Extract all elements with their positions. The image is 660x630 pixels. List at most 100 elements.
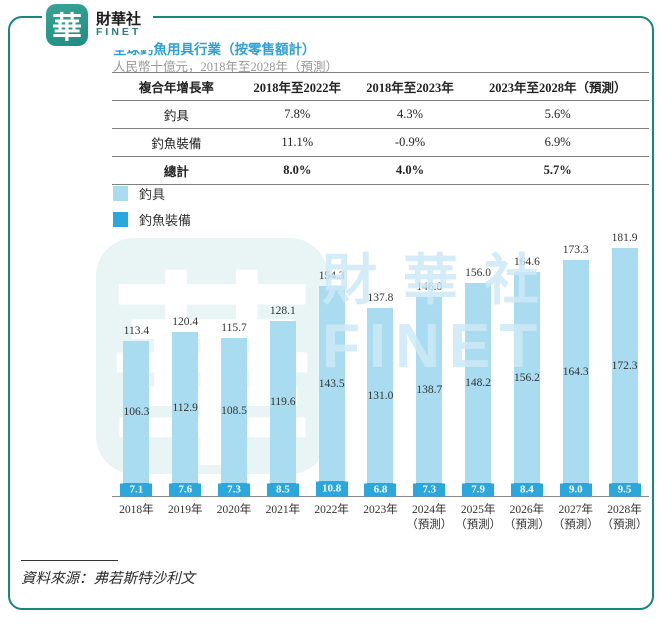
legend-swatch-dark-icon: [113, 212, 128, 227]
legend-label: 釣魚裝備: [139, 213, 192, 228]
segment-tackle: 131.0: [367, 308, 394, 483]
bar-group-2019年: 120.4 112.9 7.6 2019年: [161, 245, 210, 516]
stacked-bar: 138.7 7.3: [413, 297, 446, 496]
legend-label: 釣具: [139, 187, 166, 202]
bar-group-2024年: 146.0 138.7 7.3 2024年 （預測）: [405, 245, 454, 531]
segment-equipment-label: 7.3: [218, 483, 251, 496]
segment-equipment-label: 7.9: [462, 483, 495, 496]
segment-tackle: 138.7: [416, 297, 443, 483]
cell: 4.3%: [353, 100, 467, 129]
segment-equipment: 8.5: [266, 483, 299, 496]
x-axis-label: 2021年: [265, 504, 301, 516]
bar-group-2023年: 137.8 131.0 6.8 2023年: [356, 245, 405, 516]
segment-tackle-label: 143.5: [318, 377, 345, 390]
stacked-bar: 112.9 7.6: [169, 332, 202, 496]
segment-equipment: 7.6: [169, 483, 202, 496]
bar-total-label: 120.4: [172, 316, 199, 328]
stacked-bar: 106.3 7.1: [120, 341, 153, 496]
finet-logo-icon: 華: [46, 4, 88, 46]
x-axis-label: 2018年: [119, 504, 154, 516]
logo-glyph: 華: [52, 12, 82, 45]
cell: 5.7%: [466, 156, 649, 185]
x-axis-label: 2022年: [314, 504, 349, 516]
brand-name-cn: 財華社: [96, 10, 142, 28]
segment-equipment: 9.0: [559, 483, 592, 496]
cell: -0.9%: [353, 128, 467, 157]
stacked-bar: 108.5 7.3: [218, 338, 251, 496]
segment-tackle-label: 156.2: [513, 371, 540, 384]
bar-group-2022年: 154.3 143.5 10.8 2022年: [307, 245, 356, 516]
legend-item-tackle: 釣具: [113, 184, 191, 203]
bar-group-2021年: 128.1 119.6 8.5 2021年: [258, 245, 307, 516]
segment-equipment-label: 7.3: [413, 483, 446, 496]
segment-tackle: 148.2: [465, 283, 492, 483]
segment-tackle: 143.5: [318, 286, 345, 481]
bar-group-2026年: 164.6 156.2 8.4 2026年 （預測）: [503, 245, 552, 531]
bar-group-2018年: 113.4 106.3 7.1 2018年: [112, 245, 161, 516]
segment-equipment-label: 7.1: [120, 483, 153, 496]
cell: 6.9%: [466, 128, 649, 157]
stacked-bar: 156.2 8.4: [510, 272, 543, 496]
cell: 7.8%: [240, 100, 354, 129]
x-axis-label: 2024年 （預測）: [406, 504, 453, 531]
segment-tackle: 106.3: [123, 341, 150, 483]
cell: 8.0%: [240, 156, 354, 185]
segment-equipment-label: 9.0: [559, 483, 592, 496]
brand-logo: 華 財華社 FINET: [42, 0, 154, 50]
segment-equipment-label: 8.4: [510, 483, 543, 496]
segment-equipment-label: 9.5: [608, 483, 641, 496]
segment-tackle-label: 148.2: [465, 377, 492, 389]
segment-equipment: 7.1: [120, 483, 153, 496]
segment-equipment: 7.3: [413, 483, 446, 496]
x-axis-label: 2028年 （預測）: [601, 504, 648, 531]
cagr-header-row: 複合年增長率 2018年至2022年 2018年至2023年 2023年至202…: [112, 72, 649, 101]
segment-tackle: 108.5: [221, 338, 248, 483]
table-row-equipment: 釣魚裝備 11.1% -0.9% 6.9%: [112, 128, 649, 157]
bar-total-label: 181.9: [611, 232, 638, 244]
segment-tackle: 164.3: [562, 260, 589, 483]
segment-tackle-label: 108.5: [221, 404, 247, 417]
segment-tackle: 172.3: [611, 248, 638, 483]
bar-total-label: 137.8: [367, 292, 394, 304]
bar-group-2020年: 115.7 108.5 7.3 2020年: [210, 245, 259, 516]
segment-tackle: 119.6: [269, 321, 296, 483]
bar-total-label: 154.3: [318, 270, 345, 282]
bar-total-label: 115.7: [221, 322, 247, 334]
row-label: 釣魚裝備: [112, 128, 241, 157]
segment-equipment: 7.3: [218, 483, 251, 496]
segment-equipment: 9.5: [608, 483, 641, 496]
segment-tackle-label: 112.9: [172, 401, 198, 414]
segment-equipment-label: 10.8: [315, 481, 348, 496]
stacked-bar: 164.3 9.0: [559, 260, 592, 496]
brand-name-en: FINET: [96, 26, 142, 39]
table-row-total: 總計 8.0% 4.0% 5.7%: [112, 156, 649, 185]
segment-equipment-label: 7.6: [169, 483, 202, 496]
source-note: 資料來源：弗若斯特沙利文: [21, 571, 195, 587]
x-axis-label: 2023年: [363, 504, 398, 516]
x-axis-label: 2027年 （預測）: [552, 504, 599, 531]
x-axis-label: 2026年 （預測）: [503, 504, 550, 531]
segment-equipment-label: 6.8: [364, 483, 397, 496]
table-row-tackle: 釣具 7.8% 4.3% 5.6%: [112, 100, 649, 129]
segment-tackle-label: 119.6: [270, 396, 296, 408]
bar-total-label: 156.0: [465, 267, 492, 279]
stacked-bar: 131.0 6.8: [364, 308, 397, 496]
row-label: 釣具: [112, 100, 241, 129]
bar-total-label: 164.6: [513, 256, 540, 268]
stacked-bar: 143.5 10.8: [315, 286, 348, 496]
segment-tackle-label: 164.3: [562, 365, 589, 378]
stacked-bar-chart: 113.4 106.3 7.1 2018年 120.4 112.9 7.6 2019年 115.…: [112, 232, 649, 531]
cagr-header-metric: 複合年增長率: [112, 72, 241, 101]
chart-title: 全球釣魚用具行業（按零售額計）: [113, 42, 316, 57]
chart-subtitle: 人民幣十億元，2018年至2028年（預測）: [113, 60, 339, 74]
x-axis-label: 2020年: [216, 504, 252, 516]
x-axis-label: 2019年: [167, 504, 203, 516]
segment-tackle: 112.9: [172, 332, 199, 483]
cagr-header-2018-2023: 2018年至2023年: [353, 72, 467, 101]
source-divider: [21, 560, 118, 561]
bar-group-2028年: 181.9 172.3 9.5 2028年 （預測）: [600, 232, 649, 531]
segment-equipment: 8.4: [510, 483, 543, 496]
segment-equipment: 10.8: [315, 481, 348, 496]
bar-total-label: 113.4: [123, 325, 150, 337]
x-axis-label: 2025年 （預測）: [455, 504, 502, 531]
